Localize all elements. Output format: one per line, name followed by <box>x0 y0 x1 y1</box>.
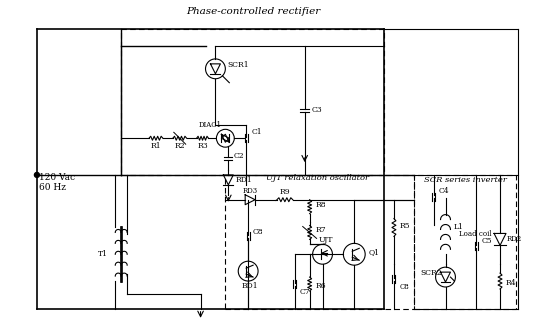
Text: R4: R4 <box>506 279 516 287</box>
Text: R3: R3 <box>197 142 208 150</box>
Circle shape <box>35 172 40 177</box>
Text: SCR1: SCR1 <box>227 61 249 69</box>
Text: C5: C5 <box>481 237 492 245</box>
Text: RD3: RD3 <box>242 187 258 195</box>
Text: BD1: BD1 <box>242 282 258 290</box>
Text: C8: C8 <box>400 283 410 291</box>
Text: RD2: RD2 <box>507 235 522 243</box>
Text: Load coil: Load coil <box>459 230 492 238</box>
Text: R8: R8 <box>316 201 326 209</box>
Text: RD1: RD1 <box>235 176 252 184</box>
Text: R9: R9 <box>279 188 290 196</box>
Text: SCR series inverter: SCR series inverter <box>424 176 507 184</box>
Text: Phase-controlled rectifier: Phase-controlled rectifier <box>186 7 320 16</box>
Text: L1: L1 <box>453 222 464 230</box>
Text: T1: T1 <box>98 250 108 258</box>
Text: C7: C7 <box>300 288 310 296</box>
Text: R6: R6 <box>316 282 326 290</box>
Text: C3: C3 <box>312 107 323 115</box>
Text: SCR2: SCR2 <box>421 269 442 277</box>
Text: R2: R2 <box>175 142 185 150</box>
Text: DIAC1: DIAC1 <box>199 121 222 129</box>
Text: R7: R7 <box>316 226 326 234</box>
Text: C2: C2 <box>233 152 244 160</box>
Text: R5: R5 <box>400 221 411 229</box>
Text: UJT: UJT <box>318 236 333 244</box>
Text: R1: R1 <box>151 142 161 150</box>
Text: C8: C8 <box>253 228 264 236</box>
Text: Q1: Q1 <box>368 248 379 256</box>
Text: 120 Vac: 120 Vac <box>39 173 75 182</box>
Text: 60 Hz: 60 Hz <box>39 183 66 192</box>
Text: C1: C1 <box>251 128 262 136</box>
Text: UJT relaxation oscillator: UJT relaxation oscillator <box>266 174 369 182</box>
Text: C4: C4 <box>438 187 449 195</box>
